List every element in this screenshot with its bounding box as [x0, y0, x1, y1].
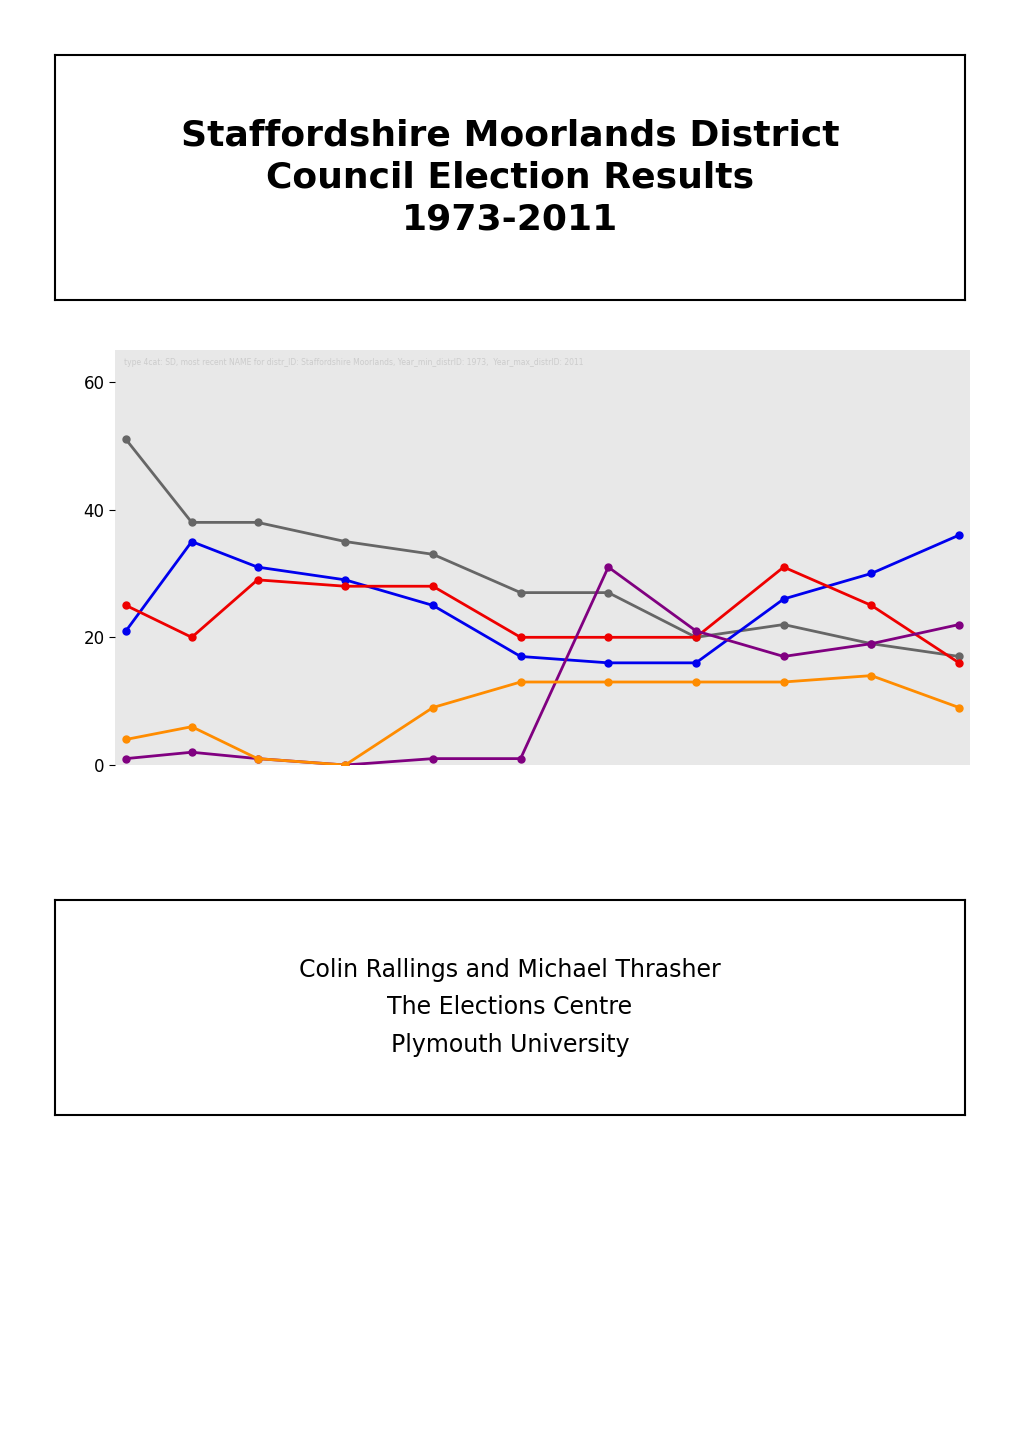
Text: Staffordshire Moorlands District
Council Election Results
1973-2011: Staffordshire Moorlands District Council…: [180, 118, 839, 236]
Text: Colin Rallings and Michael Thrasher
The Elections Centre
Plymouth University: Colin Rallings and Michael Thrasher The …: [299, 957, 720, 1057]
Text: type 4cat: SD, most recent NAME for distr_ID: Staffordshire Moorlands, Year_min_: type 4cat: SD, most recent NAME for dist…: [123, 358, 583, 368]
